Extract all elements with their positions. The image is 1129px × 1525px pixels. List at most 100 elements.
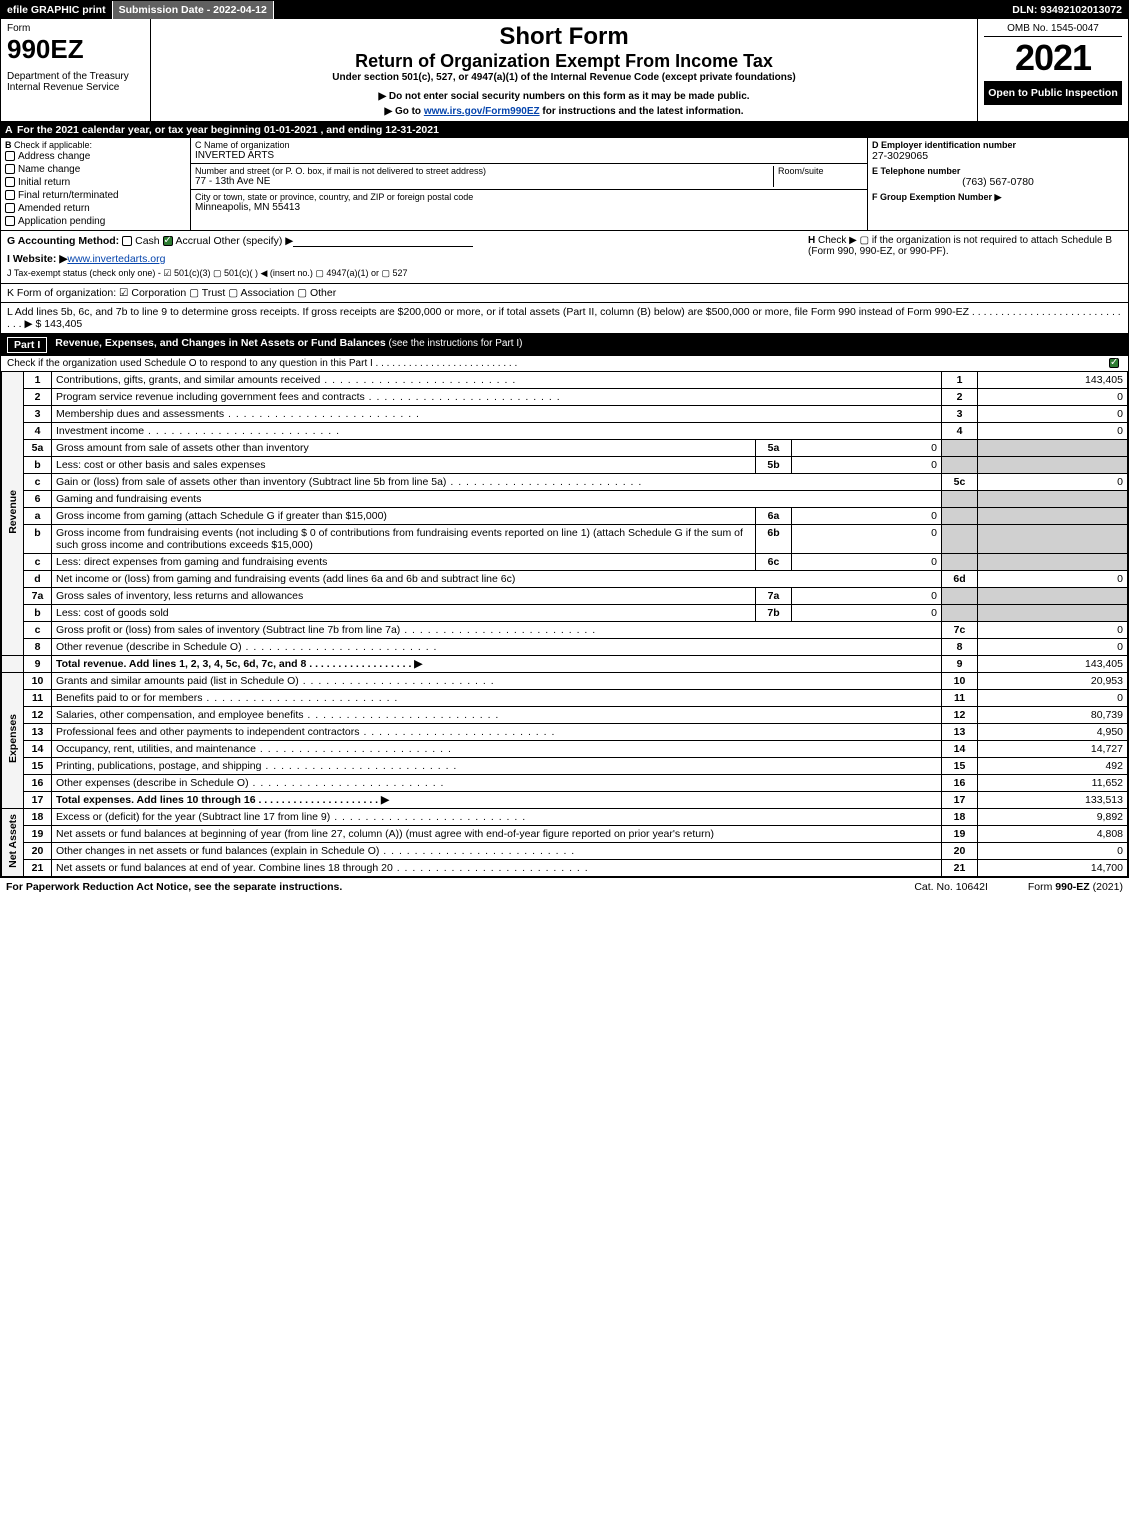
line-4-desc: Investment income [52,423,942,440]
chk-name-change[interactable]: Name change [5,163,186,176]
line-17-desc: Total expenses. Add lines 10 through 16 … [52,792,942,809]
line-7c-val: 0 [978,622,1128,639]
footer-catno: Cat. No. 10642I [914,881,988,893]
col-DEF: D Employer identification number 27-3029… [868,138,1128,230]
footer-right: Form 990-EZ (2021) [1028,881,1123,893]
D-label: D Employer identification number [872,140,1016,150]
bullet-2-pre: ▶ Go to [384,106,423,117]
line-16-desc: Other expenses (describe in Schedule O) [52,775,942,792]
part-I-sub: (see the instructions for Part I) [386,338,523,349]
line-13-val: 4,950 [978,724,1128,741]
line-18-desc: Excess or (deficit) for the year (Subtra… [52,809,942,826]
chk-amended-return[interactable]: Amended return [5,202,186,215]
line-21-val: 14,700 [978,860,1128,877]
row-A: AFor the 2021 calendar year, or tax year… [1,122,1128,138]
line-8-val: 0 [978,639,1128,656]
line-5a-desc: Gross amount from sale of assets other t… [52,440,756,457]
efile-label: efile GRAPHIC print [1,1,113,19]
line-17-val: 133,513 [978,792,1128,809]
line-8-desc: Other revenue (describe in Schedule O) [52,639,942,656]
line-1-desc: Contributions, gifts, grants, and simila… [52,372,942,389]
bullet-1: ▶ Do not enter social security numbers o… [157,91,971,102]
gross-receipts: 143,405 [44,318,82,330]
C-addr-label: Number and street (or P. O. box, if mail… [195,166,773,176]
dept: Department of the Treasury Internal Reve… [7,71,144,93]
line-19-val: 4,808 [978,826,1128,843]
part-I-table: Revenue 1Contributions, gifts, grants, a… [1,371,1128,877]
short-form: Short Form [157,23,971,51]
telephone: (763) 567-0780 [872,176,1124,188]
part-I-check: Check if the organization used Schedule … [1,356,1128,371]
part-I-num: Part I [7,337,47,353]
col-B: B Check if applicable: Address change Na… [1,138,191,230]
line-14-val: 14,727 [978,741,1128,758]
row-H: H Check ▶ ▢ if the organization is not r… [802,235,1122,279]
C-name-label: C Name of organization [195,140,863,150]
line-14-desc: Occupancy, rent, utilities, and maintena… [52,741,942,758]
chk-accrual[interactable] [163,236,173,246]
line-7c-desc: Gross profit or (loss) from sales of inv… [52,622,942,639]
other-specify-line [293,235,473,247]
line-6d-val: 0 [978,571,1128,588]
line-15-val: 492 [978,758,1128,775]
line-12-desc: Salaries, other compensation, and employ… [52,707,942,724]
line-5a-val: 0 [792,440,942,457]
line-6d-desc: Net income or (loss) from gaming and fun… [52,571,942,588]
meta-bar: efile GRAPHIC print Submission Date - 20… [1,1,1128,19]
form-number: 990EZ [7,34,144,65]
chk-schedule-o[interactable] [1109,358,1119,368]
line-7a-desc: Gross sales of inventory, less returns a… [52,588,756,605]
line-6b-desc: Gross income from fundraising events (no… [52,525,756,554]
row-K: K Form of organization: ☑ Corporation ▢ … [1,284,1128,303]
chk-final-return[interactable]: Final return/terminated [5,189,186,202]
under-section: Under section 501(c), 527, or 4947(a)(1)… [157,72,971,83]
website-link[interactable]: www.invertedarts.org [67,253,165,265]
ein: 27-3029065 [872,150,1124,162]
chk-address-change[interactable]: Address change [5,150,186,163]
line-13-desc: Professional fees and other payments to … [52,724,942,741]
line-2-desc: Program service revenue including govern… [52,389,942,406]
F-label: F Group Exemption Number ▶ [872,192,1001,202]
line-3-val: 0 [978,406,1128,423]
irs-link[interactable]: www.irs.gov/Form990EZ [424,106,540,117]
org-city: Minneapolis, MN 55413 [195,202,863,213]
line-7a-val: 0 [792,588,942,605]
room-label: Room/suite [778,166,863,176]
org-name: INVERTED ARTS [195,150,863,161]
row-A-text: For the 2021 calendar year, or tax year … [17,124,439,136]
line-11-val: 0 [978,690,1128,707]
row-I: I Website: ▶www.invertedarts.org [7,253,802,265]
vlabel-netassets: Net Assets [2,809,24,877]
tax-year: 2021 [984,37,1122,79]
bullet-2-post: for instructions and the latest informat… [540,106,744,117]
line-9-val: 143,405 [978,656,1128,673]
part-I-title: Revenue, Expenses, and Changes in Net As… [55,337,385,349]
row-G: G Accounting Method: Cash Accrual Other … [7,235,802,247]
line-2-val: 0 [978,389,1128,406]
chk-application-pending[interactable]: Application pending [5,215,186,228]
E-label: E Telephone number [872,166,960,176]
line-9-desc: Total revenue. Add lines 1, 2, 3, 4, 5c,… [52,656,942,673]
line-6a-val: 0 [792,508,942,525]
line-7b-desc: Less: cost of goods sold [52,605,756,622]
chk-cash[interactable] [122,236,132,246]
C-city-label: City or town, state or province, country… [195,192,863,202]
page-footer: For Paperwork Reduction Act Notice, see … [0,878,1129,896]
B-label: Check if applicable: [14,140,92,150]
row-L: L Add lines 5b, 6c, and 7b to line 9 to … [1,303,1128,334]
line-20-val: 0 [978,843,1128,860]
line-21-desc: Net assets or fund balances at end of ye… [52,860,942,877]
line-11-desc: Benefits paid to or for members [52,690,942,707]
chk-initial-return[interactable]: Initial return [5,176,186,189]
form-word: Form [7,23,144,34]
section-BCDEF: B Check if applicable: Address change Na… [1,138,1128,231]
line-16-val: 11,652 [978,775,1128,792]
form-header: Form 990EZ Department of the Treasury In… [1,19,1128,122]
col-C: C Name of organization INVERTED ARTS Num… [191,138,868,230]
line-5b-desc: Less: cost or other basis and sales expe… [52,457,756,474]
footer-left: For Paperwork Reduction Act Notice, see … [6,881,342,893]
dln: DLN: 93492102013072 [1006,1,1128,19]
line-3-desc: Membership dues and assessments [52,406,942,423]
vlabel-revenue: Revenue [2,372,24,656]
line-18-val: 9,892 [978,809,1128,826]
